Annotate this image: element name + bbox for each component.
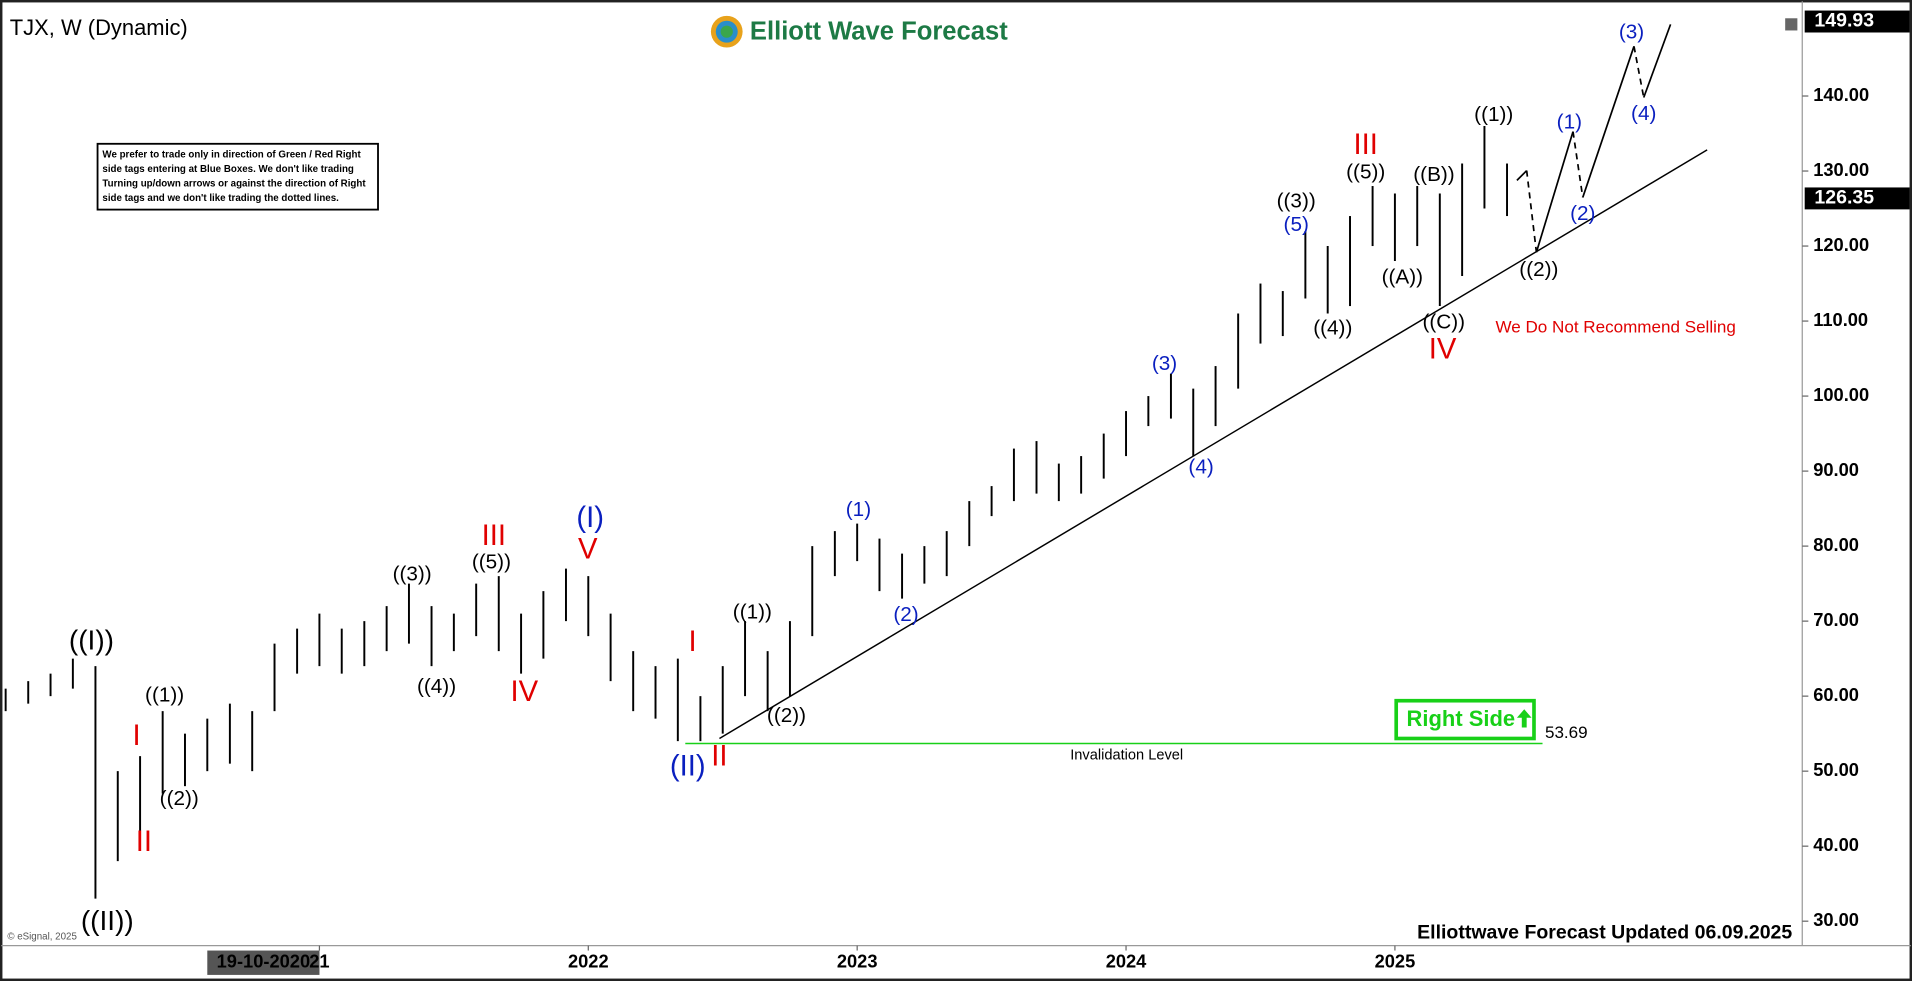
cursor-label: 19-10-2020: [217, 951, 310, 972]
projection-dashed: [1525, 170, 1538, 253]
logo-text: Elliott Wave Forecast: [750, 18, 1008, 46]
y-tick-label: 40.00: [1813, 834, 1859, 855]
wave-label: IV: [511, 676, 539, 708]
cursor-box: [207, 950, 320, 975]
price-label-box: [1804, 10, 1910, 33]
y-tick-label: 60.00: [1813, 684, 1859, 705]
x-tick-label: 2022: [568, 951, 609, 972]
note-line: side tags entering at Blue Boxes. We don…: [102, 164, 353, 175]
wave-label: (2): [1570, 202, 1595, 225]
wave-label: ((C)): [1422, 310, 1465, 333]
copyright: © eSignal, 2025: [7, 932, 77, 943]
wave-label: ((4)): [1313, 317, 1352, 340]
wave-label: ((4)): [417, 675, 456, 698]
logo: Elliott Wave Forecast: [710, 15, 1008, 48]
y-tick-label: 100.00: [1813, 384, 1869, 405]
logo-icon: [720, 25, 733, 38]
note-line: side tags and we don't like trading the …: [102, 193, 339, 204]
wave-label: II: [711, 741, 727, 773]
wave-label: (II): [670, 750, 706, 782]
wave-label: (5): [1284, 213, 1309, 236]
wave-label: ((2)): [1519, 258, 1558, 281]
y-tick-label: 70.00: [1813, 609, 1859, 630]
wave-label: (3): [1619, 20, 1644, 43]
wave-label: IV: [1429, 334, 1457, 366]
y-tick-label: 120.00: [1813, 234, 1869, 255]
wave-label: III: [482, 520, 506, 552]
footer: Elliottwave Forecast Updated 06.09.2025: [1417, 922, 1792, 944]
y-tick-label: 90.00: [1813, 459, 1859, 480]
y-tick-label: 50.00: [1813, 759, 1859, 780]
note-line: Turning up/down arrows or against the di…: [102, 179, 366, 190]
window-icon: [1785, 18, 1798, 31]
note-line: We prefer to trade only in direction of …: [102, 149, 361, 160]
wave-label: ((3)): [393, 563, 432, 586]
projection-solid: [1581, 46, 1635, 198]
y-tick-label: 130.00: [1813, 159, 1869, 180]
wave-label: ((3)): [1277, 190, 1316, 213]
wave-label: ((A)): [1382, 265, 1423, 288]
recommendation: We Do Not Recommend Selling: [1495, 317, 1735, 336]
wave-label: (4): [1188, 455, 1213, 478]
wave-label: I: [689, 626, 697, 658]
wave-label: ((5)): [1346, 161, 1385, 184]
wave-label: ((1)): [733, 600, 772, 623]
projection: [1516, 24, 1672, 253]
wave-label: (2): [893, 603, 918, 626]
price-label: 126.35: [1814, 187, 1874, 209]
projection-solid: [1516, 170, 1528, 181]
x-tick-label: 21: [309, 951, 329, 972]
y-tick-label: 80.00: [1813, 534, 1859, 555]
price-label-box: [1804, 187, 1910, 210]
wave-label: (3): [1152, 352, 1177, 375]
wave-label: (1): [1557, 111, 1582, 134]
wave-label: ((I)): [69, 625, 114, 656]
wave-label: (1): [846, 498, 871, 521]
x-tick-label: 2023: [837, 951, 878, 972]
x-tick-label: 2024: [1106, 951, 1147, 972]
invalidation-label: Invalidation Level: [1070, 748, 1183, 764]
wave-label: III: [1354, 129, 1378, 161]
projection-dashed: [1633, 46, 1645, 98]
projection-solid: [1642, 24, 1672, 98]
right-side-box: [1394, 698, 1536, 741]
note-box: [96, 142, 379, 211]
invalidation-value: 53.69: [1545, 723, 1588, 742]
wave-label: I: [132, 720, 140, 752]
wave-label: (I): [576, 502, 604, 534]
trend-line: [719, 149, 1708, 740]
chart-title: TJX, W (Dynamic): [10, 15, 188, 40]
y-tick-label: 110.00: [1813, 309, 1868, 330]
right-side-label: Right Side: [1407, 706, 1516, 731]
projection-solid: [1535, 131, 1574, 253]
wave-label: ((II)): [81, 905, 134, 936]
projection-dashed: [1572, 131, 1584, 198]
wave-label: V: [578, 534, 598, 566]
wave-label: ((2)): [767, 704, 806, 727]
wave-label: (4): [1631, 102, 1656, 125]
wave-label: ((1)): [1474, 103, 1513, 126]
wave-label: ((B)): [1413, 163, 1454, 186]
price-label: 149.93: [1814, 10, 1874, 32]
wave-label: II: [136, 826, 152, 858]
right-side-arrow: [1516, 709, 1532, 728]
wave-label: ((5)): [472, 550, 511, 573]
x-tick-label: 2025: [1375, 951, 1416, 972]
y-tick-label: 140.00: [1813, 84, 1869, 105]
y-tick-label: 30.00: [1813, 909, 1859, 930]
wave-label: ((1)): [145, 683, 184, 706]
wave-label: ((2)): [160, 787, 199, 810]
